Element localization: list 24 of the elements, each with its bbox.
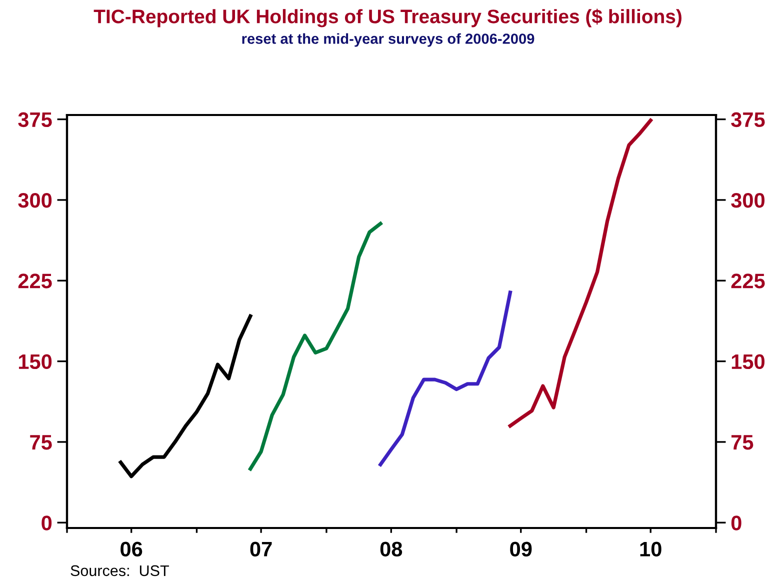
y-tick-label: 75 [30,435,52,450]
line-series [118,314,252,478]
x-tick-label: 07 [250,542,272,556]
x-tick-label: 08 [380,542,402,556]
y-tick-label: 375 [18,112,52,128]
y-tick-label: 0 [42,516,52,530]
y-tick-label: 300 [18,192,52,208]
line-series [508,118,652,428]
y2-tick-label: 75 [731,435,754,450]
line-series [378,290,512,466]
x-tick-label: 09 [510,542,532,556]
chart-title: TIC-Reported UK Holdings of US Treasury Securities ($ billions) [94,8,682,28]
y2-tick-label: 0 [731,516,742,530]
y-tick-label: 150 [18,354,52,370]
y2-tick-label: 375 [731,112,765,128]
y-tick-label: 225 [18,274,52,288]
x-tick-label: 06 [120,542,142,556]
y2-tick-label: 150 [732,354,764,370]
y2-tick-label: 225 [731,274,765,288]
chart-subtitle: reset at the mid-year surveys of 2006-2009 [242,33,534,47]
x-tick-label: 10 [640,542,662,556]
line-series [248,222,382,471]
source-note: Sources: UST [70,565,169,576]
y2-tick-label: 300 [731,192,764,208]
